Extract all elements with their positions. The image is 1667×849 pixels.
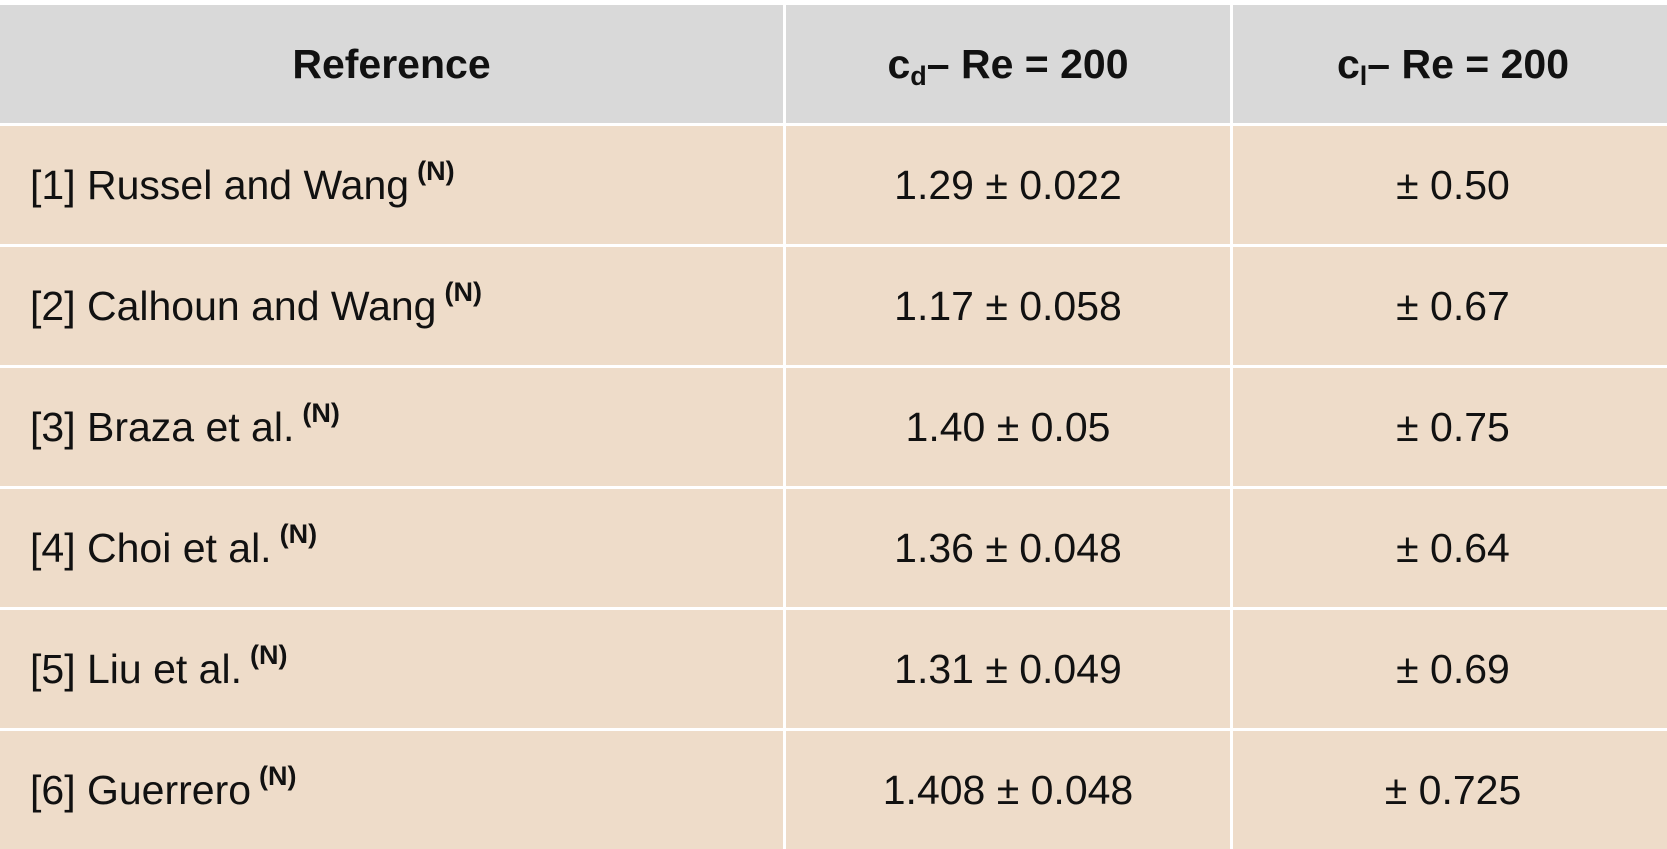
numerical-note: (N) xyxy=(259,760,297,791)
cl-value: ± 0.725 xyxy=(1384,766,1522,813)
numerical-note: (N) xyxy=(444,276,482,307)
row-6-cd: 1.408 ± 0.048 xyxy=(786,731,1230,849)
header-cl-rest: – Re = 200 xyxy=(1367,40,1570,87)
reference-text: [4] Choi et al. xyxy=(30,524,272,571)
header-cd-rest: – Re = 200 xyxy=(926,40,1129,87)
numerical-note: (N) xyxy=(302,397,340,428)
cd-value: 1.29 ± 0.022 xyxy=(894,161,1122,208)
cl-value: ± 0.67 xyxy=(1396,282,1510,329)
numerical-note: (N) xyxy=(279,518,318,549)
cd-value: 1.17 ± 0.058 xyxy=(894,282,1122,329)
reference-text: [5] Liu et al. xyxy=(30,645,242,692)
row-3-cd: 1.40 ± 0.05 xyxy=(786,368,1230,486)
row-5-cl: ± 0.69 xyxy=(1233,610,1667,728)
reference-text: [1] Russel and Wang xyxy=(30,161,410,208)
cl-value: ± 0.69 xyxy=(1396,645,1510,692)
cl-value: ± 0.75 xyxy=(1396,403,1510,450)
row-2-reference: [2] Calhoun and Wang (N) xyxy=(0,247,783,365)
header-cl-subscript: l xyxy=(1359,60,1368,91)
cl-value: ± 0.50 xyxy=(1396,161,1510,208)
row-4-reference: [4] Choi et al. (N) xyxy=(0,489,783,607)
row-5-cd: 1.31 ± 0.049 xyxy=(786,610,1230,728)
row-2-cl: ± 0.67 xyxy=(1233,247,1667,365)
reference-text: [3] Braza et al. xyxy=(30,403,295,450)
cl-value: ± 0.64 xyxy=(1396,524,1510,571)
reference-text: [2] Calhoun and Wang xyxy=(30,282,437,329)
row-4-cd: 1.36 ± 0.048 xyxy=(786,489,1230,607)
row-3-cl: ± 0.75 xyxy=(1233,368,1667,486)
row-4-cl: ± 0.64 xyxy=(1233,489,1667,607)
cd-value: 1.40 ± 0.05 xyxy=(905,403,1111,450)
reference-text: [6] Guerrero xyxy=(30,766,252,813)
row-6-reference: [6] Guerrero (N) xyxy=(0,731,783,849)
header-reference-label: Reference xyxy=(292,40,491,87)
header-cd-base: c xyxy=(887,40,911,87)
header-reference: Reference xyxy=(0,5,783,123)
row-2-cd: 1.17 ± 0.058 xyxy=(786,247,1230,365)
numerical-note: (N) xyxy=(249,639,288,670)
row-1-cl: ± 0.50 xyxy=(1233,126,1667,244)
row-6-cl: ± 0.725 xyxy=(1233,731,1667,849)
row-1-cd: 1.29 ± 0.022 xyxy=(786,126,1230,244)
row-3-reference: [3] Braza et al. (N) xyxy=(0,368,783,486)
row-5-reference: [5] Liu et al. (N) xyxy=(0,610,783,728)
numerical-note: (N) xyxy=(417,155,455,186)
cd-value: 1.36 ± 0.048 xyxy=(894,524,1122,571)
header-cd-subscript: d xyxy=(910,60,927,91)
cd-value: 1.408 ± 0.048 xyxy=(882,766,1134,813)
cd-value: 1.31 ± 0.049 xyxy=(894,645,1122,692)
header-cl-base: c xyxy=(1336,40,1360,87)
row-1-reference: [1] Russel and Wang (N) xyxy=(0,126,783,244)
